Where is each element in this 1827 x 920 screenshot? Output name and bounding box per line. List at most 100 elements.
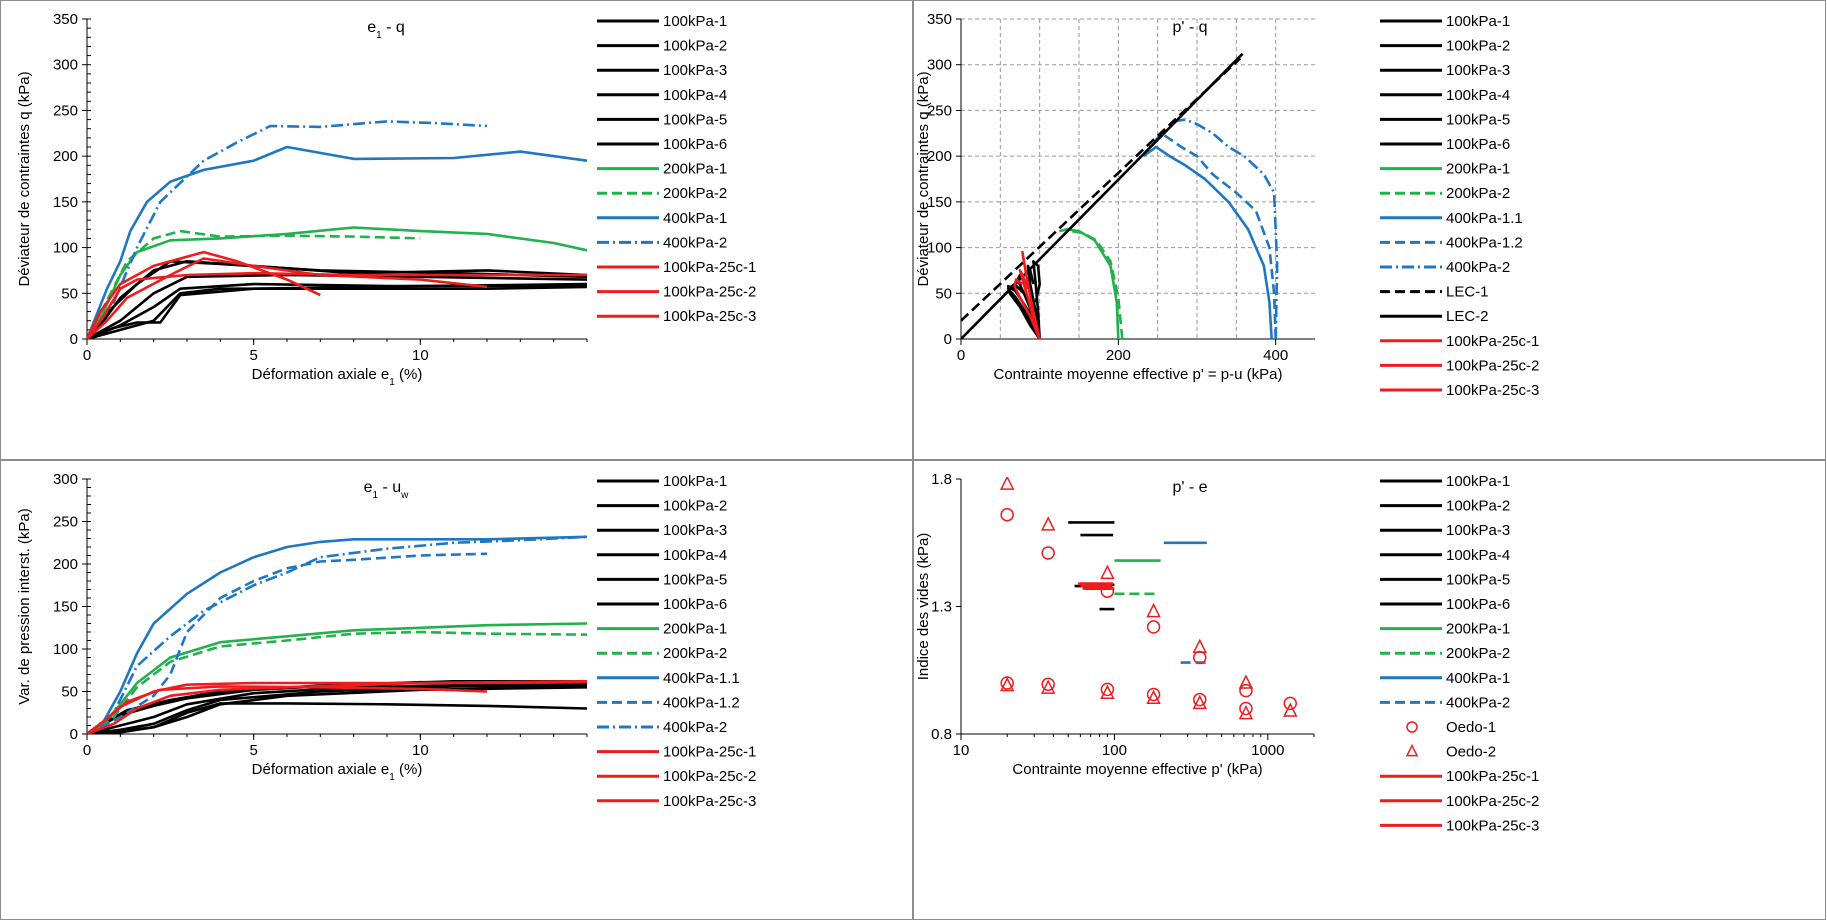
- legend-label: 100kPa-25c-1: [663, 259, 756, 276]
- legend-label: 100kPa-25c-1: [663, 744, 756, 761]
- y-tick-label: 150: [927, 194, 952, 211]
- legend-label: 100kPa-6: [1446, 136, 1510, 153]
- chart-panel-e1-q: 0 5 10 0 50 100 150 200 250 300 350 e1 - q Déformati…: [0, 0, 913, 460]
- legend-label: 100kPa-25c-3: [663, 793, 756, 810]
- x-tick-label: 10: [412, 347, 429, 364]
- series-line: [87, 686, 588, 734]
- legend-label: 100kPa-6: [663, 596, 727, 613]
- legend-label: 100kPa-4: [663, 547, 727, 564]
- legend-label: 100kPa-6: [1446, 596, 1510, 613]
- data-point-circle: [1239, 701, 1253, 716]
- legend-swatch: [1406, 721, 1418, 733]
- legend-label: 100kPa-5: [1446, 111, 1510, 128]
- y-axis-label: Var. de pression interst. (kPa): [16, 508, 33, 704]
- chart-panel-p-q: 0 200 400 0 50 100 150 200 250 300 350 p' - q Contra…: [913, 0, 1826, 460]
- x-tick-label: 0: [83, 347, 91, 364]
- legend-label: 400kPa-2: [663, 719, 727, 736]
- y-tick-label: 300: [53, 57, 78, 74]
- legend-label: 100kPa-25c-2: [1446, 357, 1539, 374]
- legend-label: 200kPa-1: [663, 161, 727, 178]
- data-point-circle: [1100, 682, 1115, 697]
- data-point-triangle: [999, 477, 1015, 490]
- legend-swatch: [1405, 743, 1419, 757]
- y-tick-label: 200: [53, 148, 78, 165]
- legend-label: 100kPa-25c-1: [1446, 768, 1539, 785]
- x-tick-label: 5: [249, 347, 257, 364]
- chart-panel-e1-uw: 0 5 10 0 50 100 150 200 250 300 e1 - uw Déformation…: [0, 460, 913, 920]
- y-axis-label: Indice des vides (kPa): [915, 533, 932, 681]
- series-line: [1148, 132, 1277, 339]
- legend-label: 200kPa-2: [1446, 185, 1510, 202]
- series-line: [87, 271, 587, 339]
- series-line: [87, 285, 588, 339]
- legend-label: 200kPa-2: [663, 185, 727, 202]
- y-tick-label: 300: [53, 471, 78, 488]
- series-line: [961, 52, 1244, 339]
- chart-title: e1 - q: [367, 19, 405, 41]
- legend-label: 100kPa-2: [1446, 498, 1510, 515]
- y-tick-label: 50: [61, 684, 78, 701]
- series-line: [87, 257, 488, 339]
- data-point-triangle: [1100, 564, 1115, 580]
- y-tick-label: 1.8: [931, 471, 952, 488]
- y-axis-label: Déviateur de contraintes q (kPa): [16, 71, 33, 286]
- series-line: [1026, 264, 1041, 339]
- legend-label: 100kPa-1: [1446, 473, 1510, 490]
- chart-p-q: 0 200 400 0 50 100 150 200 250 300 350 p' - q Contra…: [915, 11, 1539, 399]
- legend-label: 100kPa-2: [663, 38, 727, 55]
- y-tick-label: 100: [927, 240, 952, 257]
- data-point-circle: [1283, 696, 1297, 711]
- legend-label: 400kPa-1.2: [663, 694, 740, 711]
- x-tick-label: 200: [1106, 347, 1131, 364]
- series-line: [1006, 284, 1041, 339]
- legend-label: 100kPa-4: [1446, 87, 1510, 104]
- legend-label: 100kPa-2: [663, 498, 727, 515]
- legend-label: 100kPa-3: [1446, 62, 1510, 79]
- data-point-circle: [1239, 683, 1253, 698]
- y-tick-label: 0: [70, 331, 78, 348]
- legend-label: 100kPa-3: [663, 62, 727, 79]
- y-tick-label: 250: [927, 102, 952, 119]
- legend-label: Oedo-1: [1446, 719, 1496, 736]
- series-line: [87, 535, 588, 734]
- plot-area: [87, 535, 588, 734]
- y-tick-label: 50: [935, 285, 952, 302]
- data-point-circle: [1041, 546, 1055, 560]
- legend-label: 100kPa-25c-1: [1446, 333, 1539, 350]
- data-point-triangle: [1283, 702, 1298, 717]
- legend-label: 100kPa-6: [663, 136, 727, 153]
- legend-label: 100kPa-3: [663, 522, 727, 539]
- data-point-triangle: [1192, 638, 1207, 654]
- y-tick-label: 350: [53, 11, 78, 28]
- legend-label: 400kPa-1: [663, 210, 727, 227]
- y-tick-label: 350: [927, 11, 952, 28]
- legend-label: 400kPa-2: [1446, 259, 1510, 276]
- y-tick-label: 250: [53, 102, 78, 119]
- plot-area: [999, 477, 1298, 720]
- legend-label: LEC-2: [1446, 308, 1489, 325]
- legend-label: 400kPa-1.1: [663, 670, 740, 687]
- x-axis-label: Contrainte moyenne effective p' = p-u (k…: [994, 366, 1283, 383]
- series-line: [87, 702, 588, 734]
- series-line: [87, 273, 588, 339]
- legend-label: 100kPa-4: [1446, 547, 1510, 564]
- legend-label: 200kPa-2: [1446, 645, 1510, 662]
- series-line: [87, 684, 588, 734]
- data-point-triangle: [1146, 689, 1161, 705]
- data-point-circle: [1146, 620, 1161, 634]
- data-point-triangle: [1100, 684, 1115, 699]
- legend-label: 100kPa-25c-3: [1446, 382, 1539, 399]
- data-point-triangle: [1146, 602, 1161, 618]
- data-point-circle: [1193, 650, 1207, 665]
- series-line: [87, 145, 588, 339]
- legend-label: 400kPa-1.1: [1446, 210, 1523, 227]
- legend-label: 400kPa-1.2: [1446, 234, 1523, 251]
- legend-label: 100kPa-25c-3: [1446, 817, 1539, 834]
- data-point-triangle: [1238, 674, 1254, 689]
- legend-label: 100kPa-5: [663, 111, 727, 128]
- series-line: [87, 229, 421, 339]
- y-tick-label: 300: [927, 57, 952, 74]
- y-tick-label: 150: [53, 599, 78, 616]
- legend-label: 400kPa-2: [663, 234, 727, 251]
